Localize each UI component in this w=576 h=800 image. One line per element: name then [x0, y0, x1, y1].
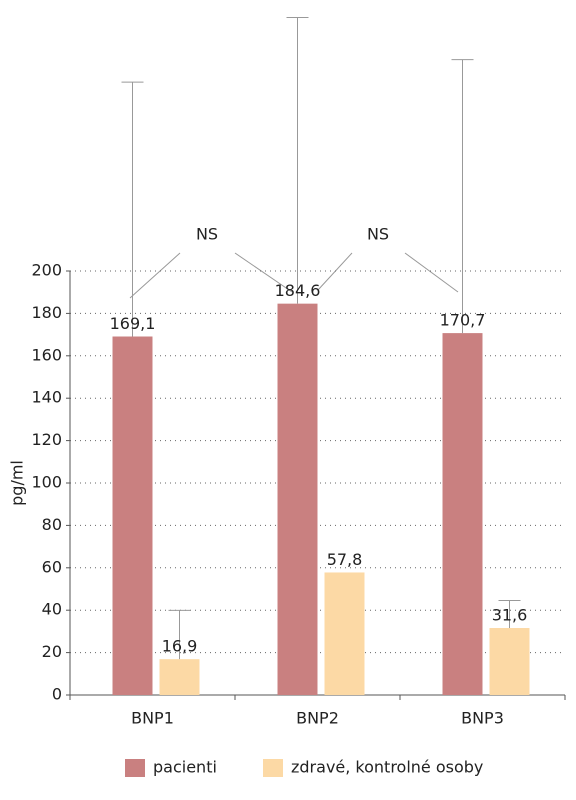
y-tick-label: 160 [31, 345, 62, 364]
value-label: 170,7 [440, 311, 486, 330]
y-tick-label: 80 [42, 515, 62, 534]
x-tick-label: BNP2 [296, 709, 339, 728]
y-tick-label: 60 [42, 557, 62, 576]
legend-swatch [125, 759, 145, 777]
ns-connector [317, 252, 459, 293]
legend-label: pacienti [153, 758, 217, 777]
y-tick-label: 140 [31, 388, 62, 407]
bar [442, 333, 483, 695]
value-label: 184,6 [275, 281, 321, 300]
bar [112, 336, 153, 695]
annotation: NS [367, 225, 389, 244]
annotation: NS [196, 225, 218, 244]
bar [277, 303, 318, 695]
y-tick-label: 100 [31, 473, 62, 492]
x-tick-label: BNP3 [461, 709, 504, 728]
y-tick-label: 180 [31, 303, 62, 322]
value-label: 57,8 [327, 550, 363, 569]
ns-connector [129, 252, 293, 299]
y-tick-label: 0 [52, 685, 62, 704]
bar [489, 628, 530, 695]
x-tick-label: BNP1 [131, 709, 174, 728]
value-label: 31,6 [492, 606, 528, 625]
y-tick-label: 120 [31, 430, 62, 449]
y-axis-label: pg/ml [8, 460, 27, 506]
value-label: 169,1 [110, 314, 156, 333]
legend-label: zdravé, kontrolné osoby [291, 758, 483, 777]
y-tick-label: 200 [31, 261, 62, 280]
bar [324, 572, 365, 695]
y-tick-label: 20 [42, 642, 62, 661]
y-tick-label: 40 [42, 600, 62, 619]
legend-swatch [263, 759, 283, 777]
bar [159, 659, 200, 695]
value-label: 16,9 [162, 637, 198, 656]
